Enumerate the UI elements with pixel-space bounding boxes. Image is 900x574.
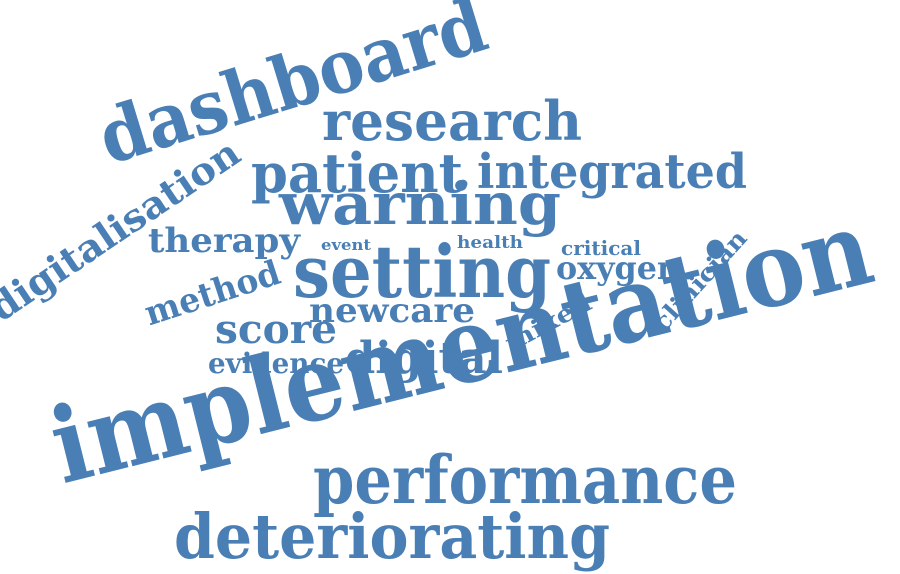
word-dot-2: . (682, 249, 693, 287)
word-event: event (321, 236, 371, 254)
word-evidence: evidence (208, 347, 344, 380)
word-setting: setting (293, 229, 551, 314)
word-newcare: newcare (309, 291, 475, 331)
word-deteriorating: deteriorating (174, 500, 610, 573)
word-warning: warning (278, 170, 561, 238)
word-performance: performance (313, 441, 737, 519)
word-therapy: therapy (148, 221, 301, 261)
word-health: health (457, 233, 523, 253)
word-oxygen: oxygen (556, 249, 680, 287)
word-score: score (215, 306, 337, 353)
word-research: research (322, 89, 582, 153)
word-dot-1: . (455, 144, 472, 200)
word-digital: digital (345, 333, 503, 384)
word-integrated: integrated (477, 144, 747, 200)
word-critical: critical (561, 236, 641, 260)
word-patient: patient (251, 141, 463, 205)
